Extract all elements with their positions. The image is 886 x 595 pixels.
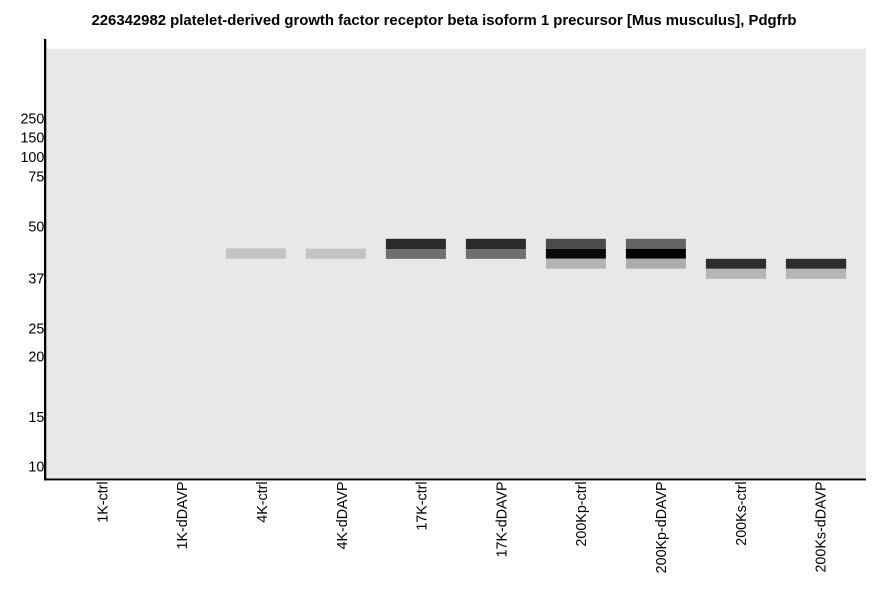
- svg-text:100: 100: [20, 150, 44, 166]
- svg-text:200Kp-ctrl: 200Kp-ctrl: [574, 481, 590, 546]
- svg-text:17K-dDAVP: 17K-dDAVP: [494, 481, 510, 557]
- svg-text:20: 20: [28, 350, 44, 366]
- svg-text:250: 250: [20, 112, 44, 128]
- svg-text:150: 150: [20, 131, 44, 147]
- svg-text:75: 75: [28, 170, 44, 186]
- svg-text:1K-ctrl: 1K-ctrl: [95, 481, 111, 522]
- svg-text:37: 37: [28, 271, 44, 287]
- svg-text:200Ks-ctrl: 200Ks-ctrl: [734, 481, 750, 545]
- svg-text:17K-ctrl: 17K-ctrl: [415, 481, 431, 530]
- svg-text:10: 10: [28, 459, 44, 475]
- svg-text:4K-ctrl: 4K-ctrl: [255, 481, 271, 522]
- svg-text:1K-dDAVP: 1K-dDAVP: [175, 481, 191, 549]
- svg-text:15: 15: [28, 410, 44, 426]
- svg-text:4K-dDAVP: 4K-dDAVP: [335, 481, 351, 549]
- svg-text:50: 50: [28, 220, 44, 236]
- svg-text:226342982 platelet-derived gro: 226342982 platelet-derived growth factor…: [91, 13, 796, 29]
- svg-text:25: 25: [28, 321, 44, 337]
- svg-text:200Kp-dDAVP: 200Kp-dDAVP: [654, 481, 670, 573]
- svg-text:200Ks-dDAVP: 200Ks-dDAVP: [814, 481, 830, 572]
